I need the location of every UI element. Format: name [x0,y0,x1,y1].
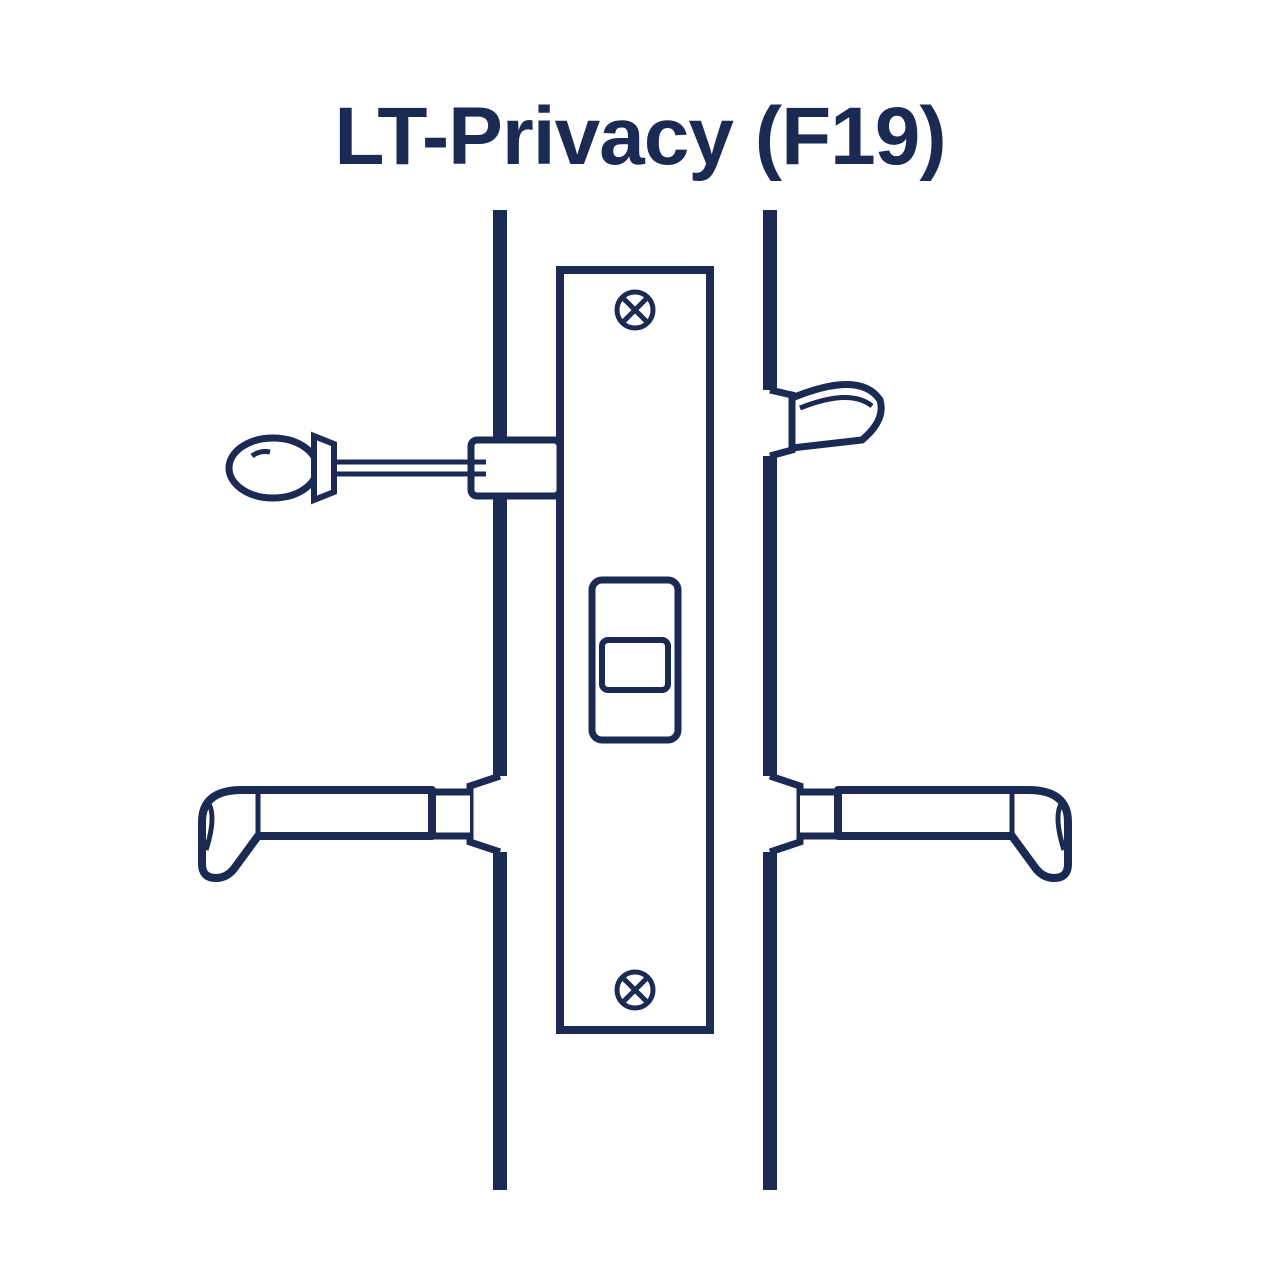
lever-left [202,776,500,878]
faceplate [560,270,710,1030]
faceplate-screw-bottom [617,972,653,1008]
diagram-canvas: LT-Privacy (F19) [0,0,1280,1280]
thumbturn [770,384,881,456]
latch-bolt [602,640,668,690]
faceplate-screw-top [617,292,653,328]
lever-right [770,776,1068,878]
lock-diagram-svg [0,0,1280,1280]
aux-bolt [471,438,560,498]
emergency-key [229,436,486,500]
